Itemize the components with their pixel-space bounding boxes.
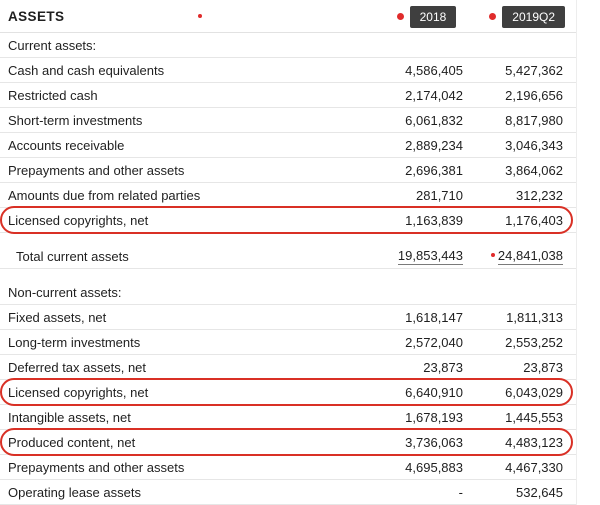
row-label: Short-term investments (8, 112, 143, 128)
value-2019q2: 532,645 (516, 484, 563, 500)
table-row: Fixed assets, net 1,618,147 1,811,313 (0, 305, 576, 330)
value-2018: 4,695,883 (405, 459, 463, 475)
table-row: Prepayments and other assets 4,695,883 4,4… (0, 455, 576, 480)
table-header: ASSETS 2018 2019Q2 (0, 1, 576, 33)
value-2019q2: 3,864,062 (505, 162, 563, 178)
row-label: Licensed copyrights, net (8, 212, 149, 228)
value-2019q2: 1,811,313 (506, 309, 563, 325)
value-2018: 6,640,910 (405, 384, 463, 400)
row-label: Deferred tax assets, net (8, 359, 147, 375)
value-2018: 1,678,193 (405, 409, 463, 425)
table-row: Amounts due from related parties 281,710 3… (0, 183, 576, 208)
value-2018: 3,736,063 (405, 434, 463, 450)
table-row: Total current assets 19,853,443 24,841,038 (0, 244, 576, 269)
red-dot-icon (396, 13, 404, 20)
row-label: Fixed assets, net (8, 309, 107, 325)
value-2018: 23,873 (423, 359, 463, 375)
red-dot-icon (490, 252, 495, 257)
table-body: Current assets: Cash and cash equivalents… (0, 33, 576, 505)
table-row: Restricted cash 2,174,042 2,196,656 (0, 83, 576, 108)
table-row: Intangible assets, net 1,678,193 1,445,553 (0, 405, 576, 430)
row-label: Current assets: (8, 37, 97, 53)
row-label: Total current assets (16, 248, 129, 264)
value-2018: 2,572,040 (405, 334, 463, 350)
column-badges: 2018 2019Q2 (396, 5, 565, 28)
table-row: Produced content, net 3,736,063 4,483,123 (0, 428, 576, 456)
balance-sheet: ASSETS 2018 2019Q2 Current assets: Cash a… (0, 0, 577, 505)
spacer-row (0, 269, 576, 280)
row-label: Prepayments and other assets (8, 459, 185, 475)
value-2019q2: 4,483,123 (505, 434, 563, 450)
column-badge-2018[interactable]: 2018 (409, 5, 457, 28)
value-2019q2: 8,817,980 (505, 112, 563, 128)
column-group-2018: 2018 (396, 5, 457, 28)
value-2018: 6,061,832 (405, 112, 463, 128)
table-row: Non-current assets: (0, 280, 576, 305)
column-group-2019q2: 2019Q2 (489, 5, 565, 28)
value-2019q2: 312,232 (516, 187, 563, 203)
row-label: Licensed copyrights, net (8, 384, 149, 400)
row-label: Cash and cash equivalents (8, 62, 165, 78)
table-row: Operating lease assets - 532,645 (0, 480, 576, 505)
table-row: Long-term investments 2,572,040 2,553,252 (0, 330, 576, 355)
value-2018: 2,696,381 (405, 162, 463, 178)
value-2019q2: 6,043,029 (505, 384, 563, 400)
value-2019q2: 1,445,553 (505, 409, 563, 425)
value-2019q2: 5,427,362 (505, 62, 563, 78)
value-2018: 4,586,405 (405, 62, 463, 78)
table-row: Deferred tax assets, net 23,873 23,873 (0, 355, 576, 380)
spacer-row (0, 233, 576, 244)
value-2019q2: 2,553,252 (505, 334, 563, 350)
value-2018: 19,853,443 (397, 247, 463, 265)
assets-title: ASSETS (8, 9, 65, 24)
value-2018: 1,618,147 (405, 309, 463, 325)
table-row: Short-term investments 6,061,832 8,817,980 (0, 108, 576, 133)
value-2018: 2,174,042 (405, 87, 463, 103)
row-label: Long-term investments (8, 334, 141, 350)
row-label: Accounts receivable (8, 137, 125, 153)
value-2019q2: 3,046,343 (505, 137, 563, 153)
row-label: Produced content, net (8, 434, 136, 450)
value-2019q2: 23,873 (523, 359, 563, 375)
row-label: Amounts due from related parties (8, 187, 201, 203)
table-row: Cash and cash equivalents 4,586,405 5,427,… (0, 58, 576, 83)
value-2018: 2,889,234 (405, 137, 463, 153)
value-2019q2: 1,176,403 (505, 212, 563, 228)
column-badge-2019q2[interactable]: 2019Q2 (502, 5, 565, 28)
value-2018: 281,710 (416, 187, 463, 203)
table-row: Licensed copyrights, net 1,163,839 1,176,4… (0, 206, 576, 234)
row-label: Restricted cash (8, 87, 98, 103)
red-dot-icon (198, 14, 202, 18)
value-2019q2: 2,196,656 (505, 87, 563, 103)
red-dot-icon (489, 13, 497, 20)
value-2019q2: 24,841,038 (463, 248, 576, 265)
row-label: Prepayments and other assets (8, 162, 185, 178)
table-row: Prepayments and other assets 2,696,381 3,8… (0, 158, 576, 183)
value-2018: 1,163,839 (405, 212, 463, 228)
row-label: Intangible assets, net (8, 409, 131, 425)
row-label: Operating lease assets (8, 484, 141, 500)
table-row: Licensed copyrights, net 6,640,910 6,043,0… (0, 378, 576, 406)
value-2019q2: 4,467,330 (505, 459, 563, 475)
row-label: Non-current assets: (8, 284, 122, 300)
table-row: Accounts receivable 2,889,234 3,046,343 (0, 133, 576, 158)
table-row: Current assets: (0, 33, 576, 58)
value-2018: - (458, 484, 463, 500)
